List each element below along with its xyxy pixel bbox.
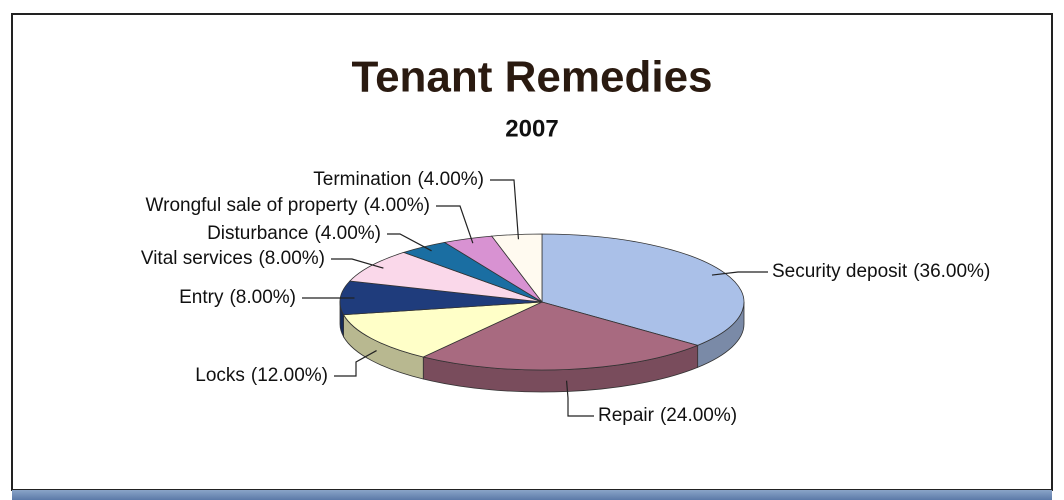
slice-value-label: (24.00%) bbox=[660, 405, 737, 426]
slice-label: Repair (24.00%) bbox=[598, 405, 737, 426]
slice-category: Disturbance bbox=[207, 223, 308, 244]
chart-subtitle: 2007 bbox=[505, 115, 558, 142]
leader-line bbox=[490, 179, 520, 240]
slice-label: Security deposit (36.00%) bbox=[772, 261, 990, 282]
leader-line bbox=[565, 380, 594, 417]
slice-value-label: (12.00%) bbox=[251, 365, 328, 386]
pie-slice bbox=[349, 252, 543, 303]
slice-value-label: (8.00%) bbox=[229, 287, 296, 308]
slice-label: Locks (12.00%) bbox=[195, 365, 328, 386]
pie-slice bbox=[491, 233, 543, 304]
slice-label: Wrongful sale of property (4.00%) bbox=[146, 195, 430, 216]
slice-value-label: (4.00%) bbox=[417, 169, 484, 190]
slice-label: Vital services (8.00%) bbox=[141, 248, 325, 269]
slice-category: Termination bbox=[313, 169, 411, 190]
slice-value-label: (4.00%) bbox=[314, 223, 381, 244]
slice-value-label: (36.00%) bbox=[913, 261, 990, 282]
slice-category: Security deposit bbox=[772, 261, 908, 282]
pie-labels: Security deposit (36.00%) Repair (24.00%) Lo… bbox=[141, 169, 990, 426]
slice-value-label: (4.00%) bbox=[363, 195, 430, 216]
pie-slice bbox=[422, 301, 699, 371]
slice-label: Termination (4.00%) bbox=[313, 169, 484, 190]
slice-label: Disturbance (4.00%) bbox=[207, 223, 381, 244]
pie-tops bbox=[339, 233, 745, 371]
slice-category: Entry bbox=[179, 287, 224, 308]
leader-line bbox=[334, 350, 377, 377]
slice-category: Vital services bbox=[141, 248, 253, 269]
slice-category: Locks bbox=[195, 365, 245, 386]
slice-category: Repair bbox=[598, 405, 655, 426]
slice-category: Wrongful sale of property bbox=[146, 195, 358, 216]
leader-line bbox=[711, 271, 768, 276]
leader-line bbox=[387, 233, 432, 252]
slice-label: Entry (8.00%) bbox=[179, 287, 296, 308]
leader-line bbox=[436, 205, 474, 244]
leader-line bbox=[331, 258, 384, 269]
pie-slice bbox=[342, 301, 543, 358]
chart-title: Tenant Remedies bbox=[351, 53, 712, 102]
footer-bar bbox=[12, 490, 1052, 500]
slice-value-label: (8.00%) bbox=[258, 248, 325, 269]
